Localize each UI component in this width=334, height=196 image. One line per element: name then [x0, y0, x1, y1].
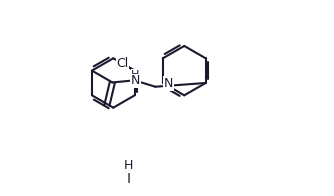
Text: I: I	[126, 172, 130, 185]
Text: H: H	[131, 70, 140, 80]
Text: N: N	[164, 77, 173, 90]
Text: N: N	[131, 74, 140, 87]
Text: H: H	[124, 159, 133, 172]
Text: Cl: Cl	[116, 57, 129, 70]
